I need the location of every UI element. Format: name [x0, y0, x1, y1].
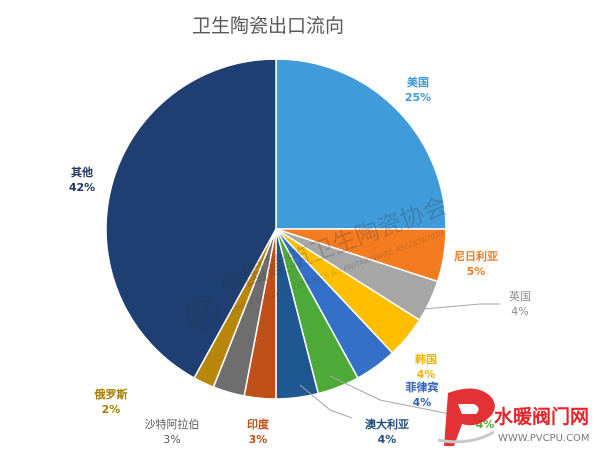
site-name: 水暖阀门网 [494, 405, 589, 428]
slice-label-value: 4% [378, 433, 397, 446]
leader-lines [299, 303, 500, 419]
slice-label-value: 5% [467, 265, 486, 278]
slice-label-name: 印度 [247, 417, 270, 431]
site-url: WWW.PVCPU.COM [498, 433, 590, 444]
slice-label: 菲律宾 4% [406, 380, 439, 409]
slice-label-name: 英国 [509, 289, 531, 303]
leader-line [329, 375, 451, 415]
slice-label-name: 尼日利亚 [454, 249, 498, 263]
slice-label-value: 4% [511, 305, 528, 318]
pvcpu-logo-icon [437, 388, 495, 446]
slice-label: 美国 25% [405, 75, 431, 104]
site-logo: 水暖阀门网 WWW.PVCPU.COM [437, 388, 590, 446]
slice-label: 沙特阿拉伯 3% [145, 417, 200, 446]
slice-label: 俄罗斯 2% [94, 387, 128, 416]
pie-slice [105, 58, 277, 379]
slice-label-name: 沙特阿拉伯 [145, 417, 200, 431]
slice-label: 英国 4% [509, 289, 531, 318]
slice-label: 其他 42% [69, 165, 95, 194]
slice-label-value: 2% [102, 403, 121, 416]
slice-label: 澳大利亚 4% [365, 417, 409, 446]
slice-label-name: 美国 [407, 75, 429, 89]
association-logo-icon [185, 295, 220, 330]
slice-label-name: 澳大利亚 [365, 417, 409, 431]
leader-line [411, 303, 500, 311]
slice-label-value: 25% [405, 91, 431, 104]
leader-line [299, 384, 353, 419]
slice-label-name: 俄罗斯 [94, 387, 128, 401]
slice-label-value: 4% [417, 368, 436, 381]
slice-labels: 美国 25%尼日利亚 5%英国 4%韩国 4%菲律宾 4%4%澳大利亚 4%印度 3%沙特阿拉… [69, 75, 531, 446]
slice-label-name: 韩国 [415, 352, 437, 366]
slice-label: 印度 3% [247, 417, 270, 446]
pie-slices [105, 58, 447, 400]
slice-label-value: 4% [413, 396, 432, 409]
chart-title: 卫生陶瓷出口流向 [192, 15, 344, 37]
slice-label-name: 其他 [71, 165, 93, 179]
slice-label-value: 3% [249, 433, 268, 446]
slice-label: 尼日利亚 5% [454, 249, 498, 278]
slice-label-name: 菲律宾 [406, 380, 439, 394]
pie-slice [275, 58, 447, 230]
slice-label-value: 42% [69, 181, 95, 194]
slice-label: 韩国 4% [415, 352, 437, 381]
slice-label-value: 3% [163, 433, 180, 446]
